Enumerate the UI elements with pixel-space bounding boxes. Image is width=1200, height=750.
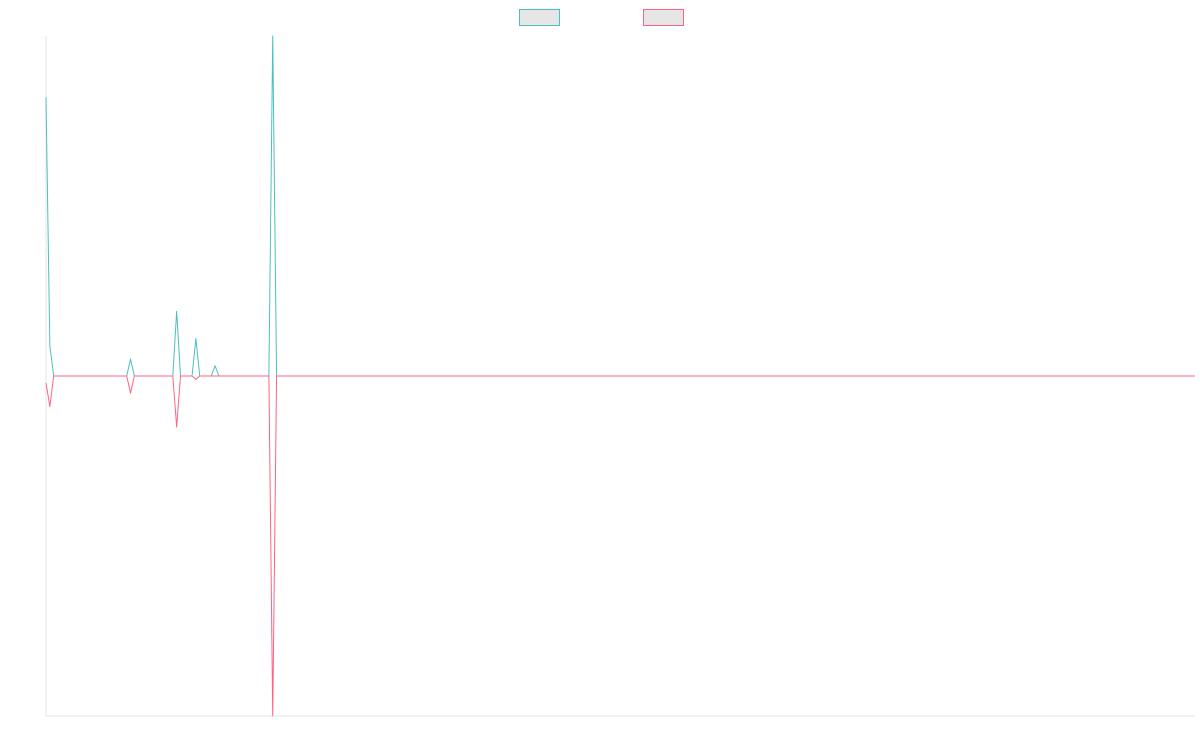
legend bbox=[519, 9, 684, 26]
series-line-2 bbox=[45, 375, 1195, 717]
legend-swatch-1[interactable] bbox=[519, 9, 560, 26]
legend-swatch-2[interactable] bbox=[643, 9, 684, 26]
plot-area bbox=[45, 35, 1195, 717]
series-line-1 bbox=[45, 35, 1195, 377]
axes bbox=[45, 36, 1195, 717]
